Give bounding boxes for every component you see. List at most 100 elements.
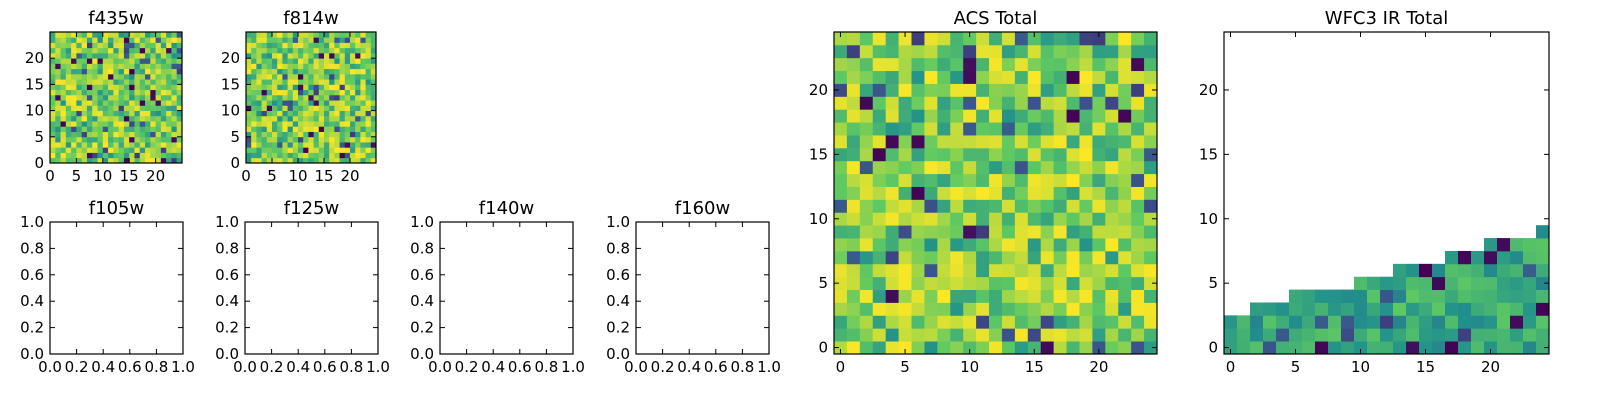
heatmap-cell [1079, 276, 1093, 290]
axes-frame [245, 31, 377, 164]
heatmap-cell [86, 32, 93, 38]
heatmap-cell [989, 315, 1003, 329]
x-tick-label: 15 [1416, 358, 1435, 376]
heatmap-cell [76, 94, 83, 101]
heatmap-cell [1079, 147, 1093, 162]
heatmap-cell [139, 136, 146, 143]
heatmap-cell [176, 126, 183, 132]
heatmap-cell [118, 136, 125, 143]
heatmap-cell [113, 136, 120, 143]
heatmap-cell [92, 63, 98, 70]
heatmap-cell [924, 186, 938, 200]
heatmap-cell [989, 32, 1003, 46]
heatmap-cell [108, 147, 114, 153]
heatmap-cell [1354, 289, 1368, 303]
heatmap-cell [256, 142, 262, 148]
heatmap-cell [282, 68, 288, 75]
heatmap-cell [872, 96, 887, 110]
heatmap-cell [1027, 212, 1042, 226]
heatmap-cell [123, 73, 130, 80]
heatmap-cell [1315, 328, 1329, 342]
heatmap-cell [1328, 315, 1342, 329]
heatmap-cell [134, 115, 141, 122]
heatmap-cell [911, 173, 925, 187]
heatmap-cell [113, 100, 120, 106]
heatmap-cell [1027, 32, 1042, 46]
heatmap-cell [1027, 302, 1042, 316]
heatmap-cell [261, 63, 268, 70]
heatmap-cell [989, 186, 1003, 200]
heatmap-cell [303, 147, 309, 153]
axes-frame [439, 221, 574, 355]
heatmap-cell [108, 136, 114, 143]
heatmap-cell [834, 186, 848, 200]
heatmap-cell [298, 136, 304, 143]
heatmap-cell [846, 32, 861, 46]
heatmap-cell [129, 73, 135, 80]
heatmap-cell [344, 58, 351, 64]
heatmap-cell [898, 238, 912, 252]
heatmap-cell [102, 63, 109, 70]
heatmap-cell [65, 94, 72, 101]
heatmap-cell [251, 73, 257, 80]
heatmap-cell [1079, 263, 1093, 278]
heatmap-cell [872, 250, 887, 265]
heatmap-cell [292, 63, 299, 70]
heatmap-cell [1014, 315, 1029, 329]
heatmap-cell [102, 100, 109, 106]
heatmap-cell [150, 121, 156, 127]
heatmap-cell [339, 100, 346, 106]
heatmap-cell [924, 238, 938, 252]
heatmap-cell [97, 73, 104, 80]
heatmap-cell [246, 63, 252, 70]
heatmap-cell [65, 115, 72, 122]
heatmap-cell [171, 115, 178, 122]
y-tick-label: 5 [230, 128, 240, 146]
heatmap-cell [266, 37, 273, 43]
heatmap-cell [370, 32, 377, 38]
heatmap-cell [50, 63, 56, 70]
heatmap-cell [55, 100, 61, 106]
heatmap-cell [334, 84, 340, 91]
heatmap-cell [86, 37, 93, 43]
heatmap-cell [266, 42, 273, 49]
heatmap-cell [318, 147, 325, 153]
heatmap-cell [256, 73, 262, 80]
heatmap-cell [324, 89, 330, 96]
heatmap-cell [976, 250, 990, 265]
heatmap-cell [976, 225, 990, 239]
heatmap-cell [171, 94, 178, 101]
heatmap-cell [292, 131, 299, 138]
heatmap-cell [150, 84, 156, 91]
heatmap-cell [339, 142, 346, 148]
heatmap-cell [318, 63, 325, 70]
heatmap-cell [113, 52, 120, 59]
heatmap-cell [365, 58, 372, 64]
heatmap-cell [155, 42, 162, 49]
heatmap-cell [885, 199, 899, 213]
heatmap-cell [339, 79, 346, 85]
heatmap-cell [55, 63, 61, 70]
heatmap-cell [1406, 289, 1420, 303]
heatmap-cell [145, 94, 151, 101]
heatmap-cell [1380, 302, 1394, 316]
heatmap-cell [370, 105, 377, 111]
heatmap-cell [97, 58, 104, 64]
heatmap-cell [898, 341, 912, 355]
heatmap-cell [55, 37, 61, 43]
heatmap-cell [171, 131, 178, 138]
heatmap-cell [911, 186, 925, 200]
heatmap-cell [1484, 250, 1498, 265]
heatmap-cell [1040, 212, 1055, 226]
heatmap-cell [872, 341, 887, 355]
x-tick-label: 0.8 [534, 358, 558, 376]
heatmap-cell [134, 126, 141, 132]
heatmap-cell [272, 136, 278, 143]
heatmap-cell [976, 186, 990, 200]
heatmap-cell [92, 126, 98, 132]
heatmap-cell [1105, 83, 1119, 97]
heatmap-cell [298, 105, 304, 111]
heatmap-cell [155, 63, 162, 70]
